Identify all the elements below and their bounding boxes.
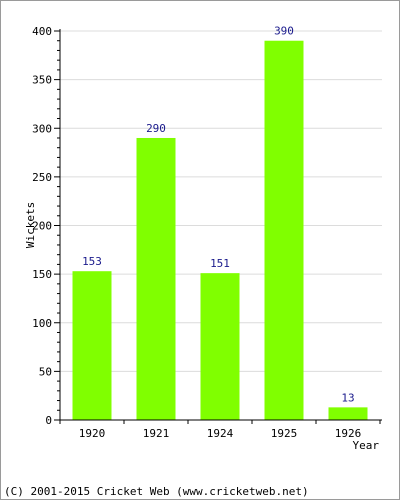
y-tick-label: 250 xyxy=(32,171,52,184)
y-tick-label: 0 xyxy=(45,414,52,427)
data-label: 390 xyxy=(274,25,294,38)
y-tick-label: 400 xyxy=(32,25,52,38)
y-tick-label: 100 xyxy=(32,317,52,330)
bar xyxy=(200,273,240,420)
copyright-text: (C) 2001-2015 Cricket Web (www.cricketwe… xyxy=(4,485,309,498)
y-axis-label: Wickets xyxy=(24,202,37,248)
data-label: 13 xyxy=(341,391,354,404)
y-tick-label: 350 xyxy=(32,74,52,87)
bar xyxy=(264,40,304,420)
x-tick-label: 1924 xyxy=(207,427,234,440)
axes xyxy=(54,29,382,424)
x-tick-label: 1921 xyxy=(143,427,170,440)
bar xyxy=(328,407,368,420)
grid-lines xyxy=(60,30,382,372)
data-label: 151 xyxy=(210,257,230,270)
y-tick-label: 200 xyxy=(32,220,52,233)
x-tick-label: 1920 xyxy=(79,427,106,440)
y-tick-label: 50 xyxy=(39,365,52,378)
bar xyxy=(136,137,176,420)
x-axis-label: Year xyxy=(353,439,380,452)
x-tick-label: 1925 xyxy=(271,427,298,440)
bars xyxy=(72,40,368,420)
labels: 0 50 100 150 200 250 300 350 400 153 1920 290 1921 15… xyxy=(32,25,361,440)
data-label: 153 xyxy=(82,255,102,268)
data-label: 290 xyxy=(146,122,166,135)
y-tick-label: 150 xyxy=(32,268,52,281)
y-tick-label: 300 xyxy=(32,122,52,135)
x-tick-label: 1926 xyxy=(335,427,362,440)
bar xyxy=(72,271,112,420)
